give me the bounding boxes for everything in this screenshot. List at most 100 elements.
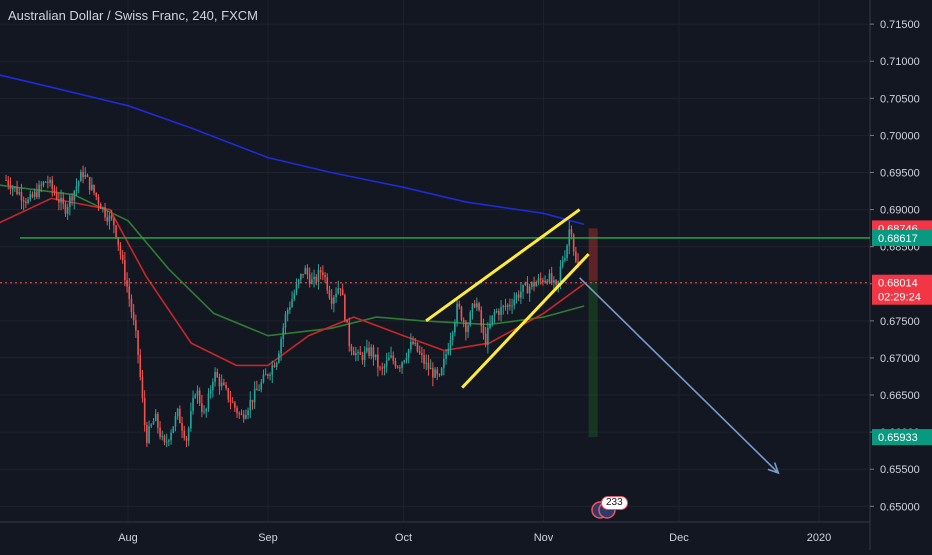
y-tick-label: 0.69500 — [880, 167, 920, 179]
x-tick-label: Dec — [669, 532, 689, 544]
candle-body — [209, 390, 212, 394]
candle-body — [295, 284, 298, 294]
candle-body — [489, 323, 491, 328]
candle-body — [126, 280, 128, 287]
candle-body — [366, 347, 368, 352]
candle-body — [328, 290, 331, 298]
candle-body — [302, 273, 304, 275]
candle-body — [104, 207, 106, 218]
y-tick-label: 0.71000 — [880, 56, 920, 68]
candle-body — [93, 184, 95, 193]
candle-body — [194, 395, 197, 398]
symbol-title: Australian Dollar / Swiss Franc, 240, FX… — [8, 8, 258, 23]
candle-body — [170, 432, 172, 441]
y-tick-label: 0.66500 — [880, 390, 920, 402]
price-label-text: 0.65933 — [878, 432, 918, 444]
candle-body — [38, 184, 40, 198]
candle-body — [220, 382, 223, 387]
candle-body — [40, 184, 43, 186]
candle-body — [168, 440, 170, 442]
candle-body — [251, 399, 254, 403]
candle-body — [132, 312, 135, 321]
y-tick-label: 0.67000 — [880, 353, 920, 365]
candle-body — [113, 218, 115, 226]
candle-body — [537, 278, 540, 283]
candle-body — [225, 384, 227, 389]
candle-body — [392, 355, 395, 362]
candle-body — [187, 428, 190, 441]
candle-body — [449, 339, 452, 350]
candle-body — [308, 274, 311, 284]
candle-body — [154, 413, 157, 421]
y-tick-label: 0.71500 — [880, 19, 920, 31]
candle-body — [284, 314, 287, 328]
candle-body — [575, 251, 577, 262]
candle-body — [253, 388, 256, 403]
candle-body — [533, 282, 535, 287]
candle-body — [484, 333, 487, 345]
candle-body — [240, 413, 243, 415]
upper-trendline[interactable] — [425, 208, 581, 323]
events-count-badge[interactable]: 233 — [601, 496, 628, 510]
candle-body — [524, 283, 527, 285]
candle-body — [498, 311, 500, 315]
candle-body — [297, 279, 300, 285]
candle-body — [311, 279, 313, 284]
candle-body — [47, 181, 49, 183]
candle-body — [319, 270, 322, 273]
y-tick-label: 0.65000 — [880, 501, 920, 513]
candle-body — [511, 305, 513, 307]
candle-body — [440, 368, 443, 376]
candle-body — [216, 371, 219, 378]
candle-body — [445, 354, 447, 359]
candle-body — [108, 215, 111, 222]
candle-body — [333, 297, 335, 304]
x-tick-label: Nov — [534, 532, 554, 544]
candle-body — [451, 332, 454, 340]
stop-loss-zone[interactable] — [588, 228, 598, 281]
candle-body — [539, 278, 542, 280]
candle-body — [157, 413, 159, 428]
moving-average-short — [0, 197, 585, 367]
candle-body — [110, 215, 113, 219]
candle-body — [22, 200, 25, 202]
candle-body — [227, 388, 230, 400]
candle-body — [407, 349, 410, 358]
candle-body — [522, 284, 524, 292]
candle-body — [379, 367, 381, 369]
candle-body — [401, 362, 403, 368]
candle-body — [359, 352, 362, 355]
candle-body — [561, 260, 564, 267]
candle-body — [515, 294, 518, 300]
candle-body — [410, 341, 412, 350]
projection-arrow-line[interactable] — [579, 277, 779, 474]
candle-body — [337, 288, 340, 294]
candle-body — [520, 291, 522, 298]
candle-body — [344, 295, 346, 320]
candle-body — [161, 435, 164, 437]
candle-body — [82, 171, 84, 177]
candle-body — [201, 403, 203, 412]
candle-body — [372, 347, 375, 358]
price-label-badge — [872, 229, 932, 246]
candle-body — [348, 322, 351, 347]
candle-body — [352, 351, 355, 356]
candle-body — [95, 192, 98, 197]
take-profit-zone[interactable] — [588, 280, 598, 438]
candle-body — [293, 293, 296, 300]
candle-body — [564, 258, 566, 261]
candle-body — [570, 229, 573, 235]
candle-body — [502, 305, 505, 307]
candle-body — [273, 365, 276, 368]
candle-body — [300, 273, 302, 280]
lower-trendline[interactable] — [461, 253, 590, 389]
x-tick-label: Sep — [258, 532, 278, 544]
candle-body — [234, 402, 236, 408]
candle-body — [60, 197, 62, 203]
candle-body — [432, 367, 434, 378]
candle-body — [355, 353, 357, 356]
candle-body — [396, 366, 399, 368]
candle-body — [421, 353, 423, 356]
